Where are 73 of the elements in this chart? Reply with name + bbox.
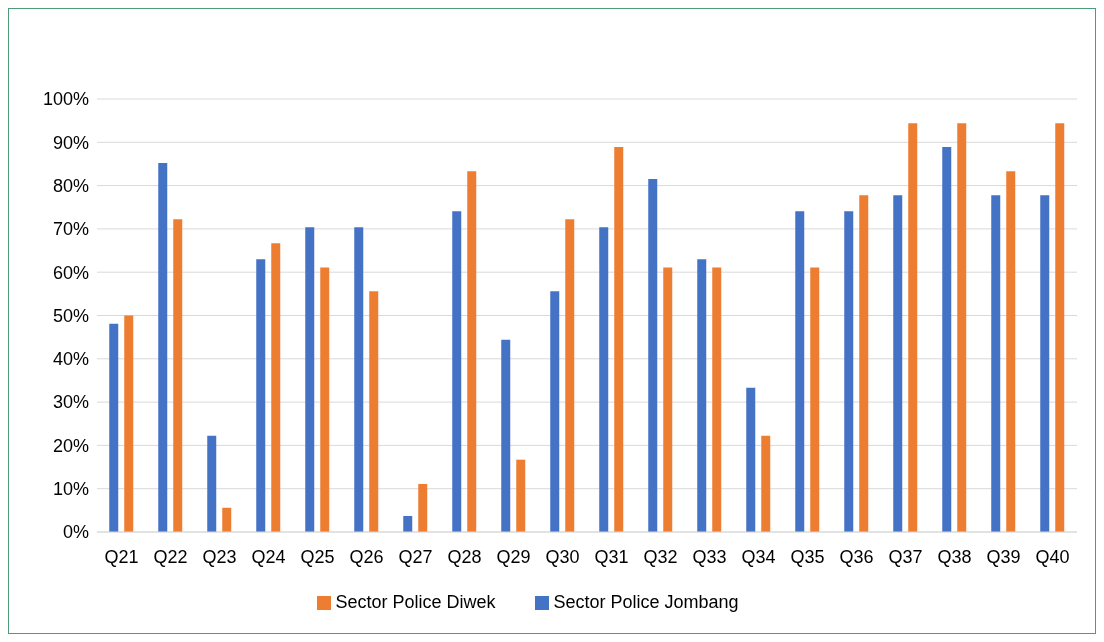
y-tick-label: 70% [52, 219, 89, 240]
bar [1040, 195, 1050, 532]
bar [124, 315, 134, 532]
x-tick-label: Q35 [790, 546, 825, 567]
bar [599, 227, 609, 532]
bar [354, 227, 364, 532]
x-tick-label: Q33 [692, 546, 727, 567]
bar [516, 459, 526, 532]
x-tick-label: Q40 [1035, 546, 1070, 567]
bar [109, 323, 119, 532]
x-tick-label: Q30 [545, 546, 580, 567]
legend-label: Sector Police Diwek [335, 592, 496, 612]
x-tick-label: Q28 [447, 546, 482, 567]
x-tick-label: Q29 [496, 546, 531, 567]
bar [173, 219, 183, 532]
bar [369, 291, 379, 532]
bar [942, 147, 952, 532]
y-tick-label: 90% [52, 132, 89, 153]
bar [648, 179, 658, 532]
x-tick-label: Q24 [251, 546, 286, 567]
bar [418, 483, 428, 532]
x-tick-label: Q27 [398, 546, 433, 567]
y-tick-label: 0% [62, 522, 89, 543]
bar [565, 219, 575, 532]
bar [893, 195, 903, 532]
x-tick-label: Q39 [986, 546, 1021, 567]
bar [1055, 123, 1065, 532]
x-tick-label: Q36 [839, 546, 874, 567]
x-tick-label: Q37 [888, 546, 923, 567]
x-tick-label: Q34 [741, 546, 776, 567]
bar [712, 267, 722, 532]
y-tick-label: 40% [52, 349, 89, 370]
x-tick-label: Q23 [202, 546, 237, 567]
bar [810, 267, 820, 532]
y-tick-label: 80% [52, 175, 89, 196]
bar [795, 211, 805, 532]
x-tick-label: Q21 [104, 546, 139, 567]
bar [403, 515, 413, 532]
bar [222, 507, 232, 532]
bar [1006, 171, 1016, 532]
bar [256, 259, 266, 532]
x-tick-label: Q38 [937, 546, 972, 567]
bar [859, 195, 869, 532]
x-tick-label: Q26 [349, 546, 384, 567]
bar [844, 211, 854, 532]
y-tick-label: 30% [52, 392, 89, 413]
x-tick-label: Q32 [643, 546, 678, 567]
y-tick-label: 20% [52, 435, 89, 456]
bar [271, 243, 281, 532]
bar [746, 387, 756, 532]
bar [663, 267, 673, 532]
bar [697, 259, 707, 532]
bar [614, 147, 624, 532]
bar [305, 227, 315, 532]
bar [908, 123, 918, 532]
x-tick-label: Q22 [153, 546, 188, 567]
bar [957, 123, 967, 532]
y-tick-label: 60% [52, 262, 89, 283]
y-tick-label: 50% [52, 305, 89, 326]
bar [207, 435, 217, 532]
x-tick-label: Q25 [300, 546, 335, 567]
bar [467, 171, 477, 532]
bar [320, 267, 330, 532]
legend-label: Sector Police Jombang [553, 592, 739, 612]
bar [158, 163, 168, 532]
bar [761, 435, 771, 532]
x-tick-label: Q31 [594, 546, 629, 567]
bar [991, 195, 1001, 532]
y-tick-label: 100% [42, 89, 89, 110]
y-tick-label: 10% [52, 479, 89, 500]
bar [550, 291, 560, 532]
bar [452, 211, 462, 532]
bar [501, 339, 511, 532]
